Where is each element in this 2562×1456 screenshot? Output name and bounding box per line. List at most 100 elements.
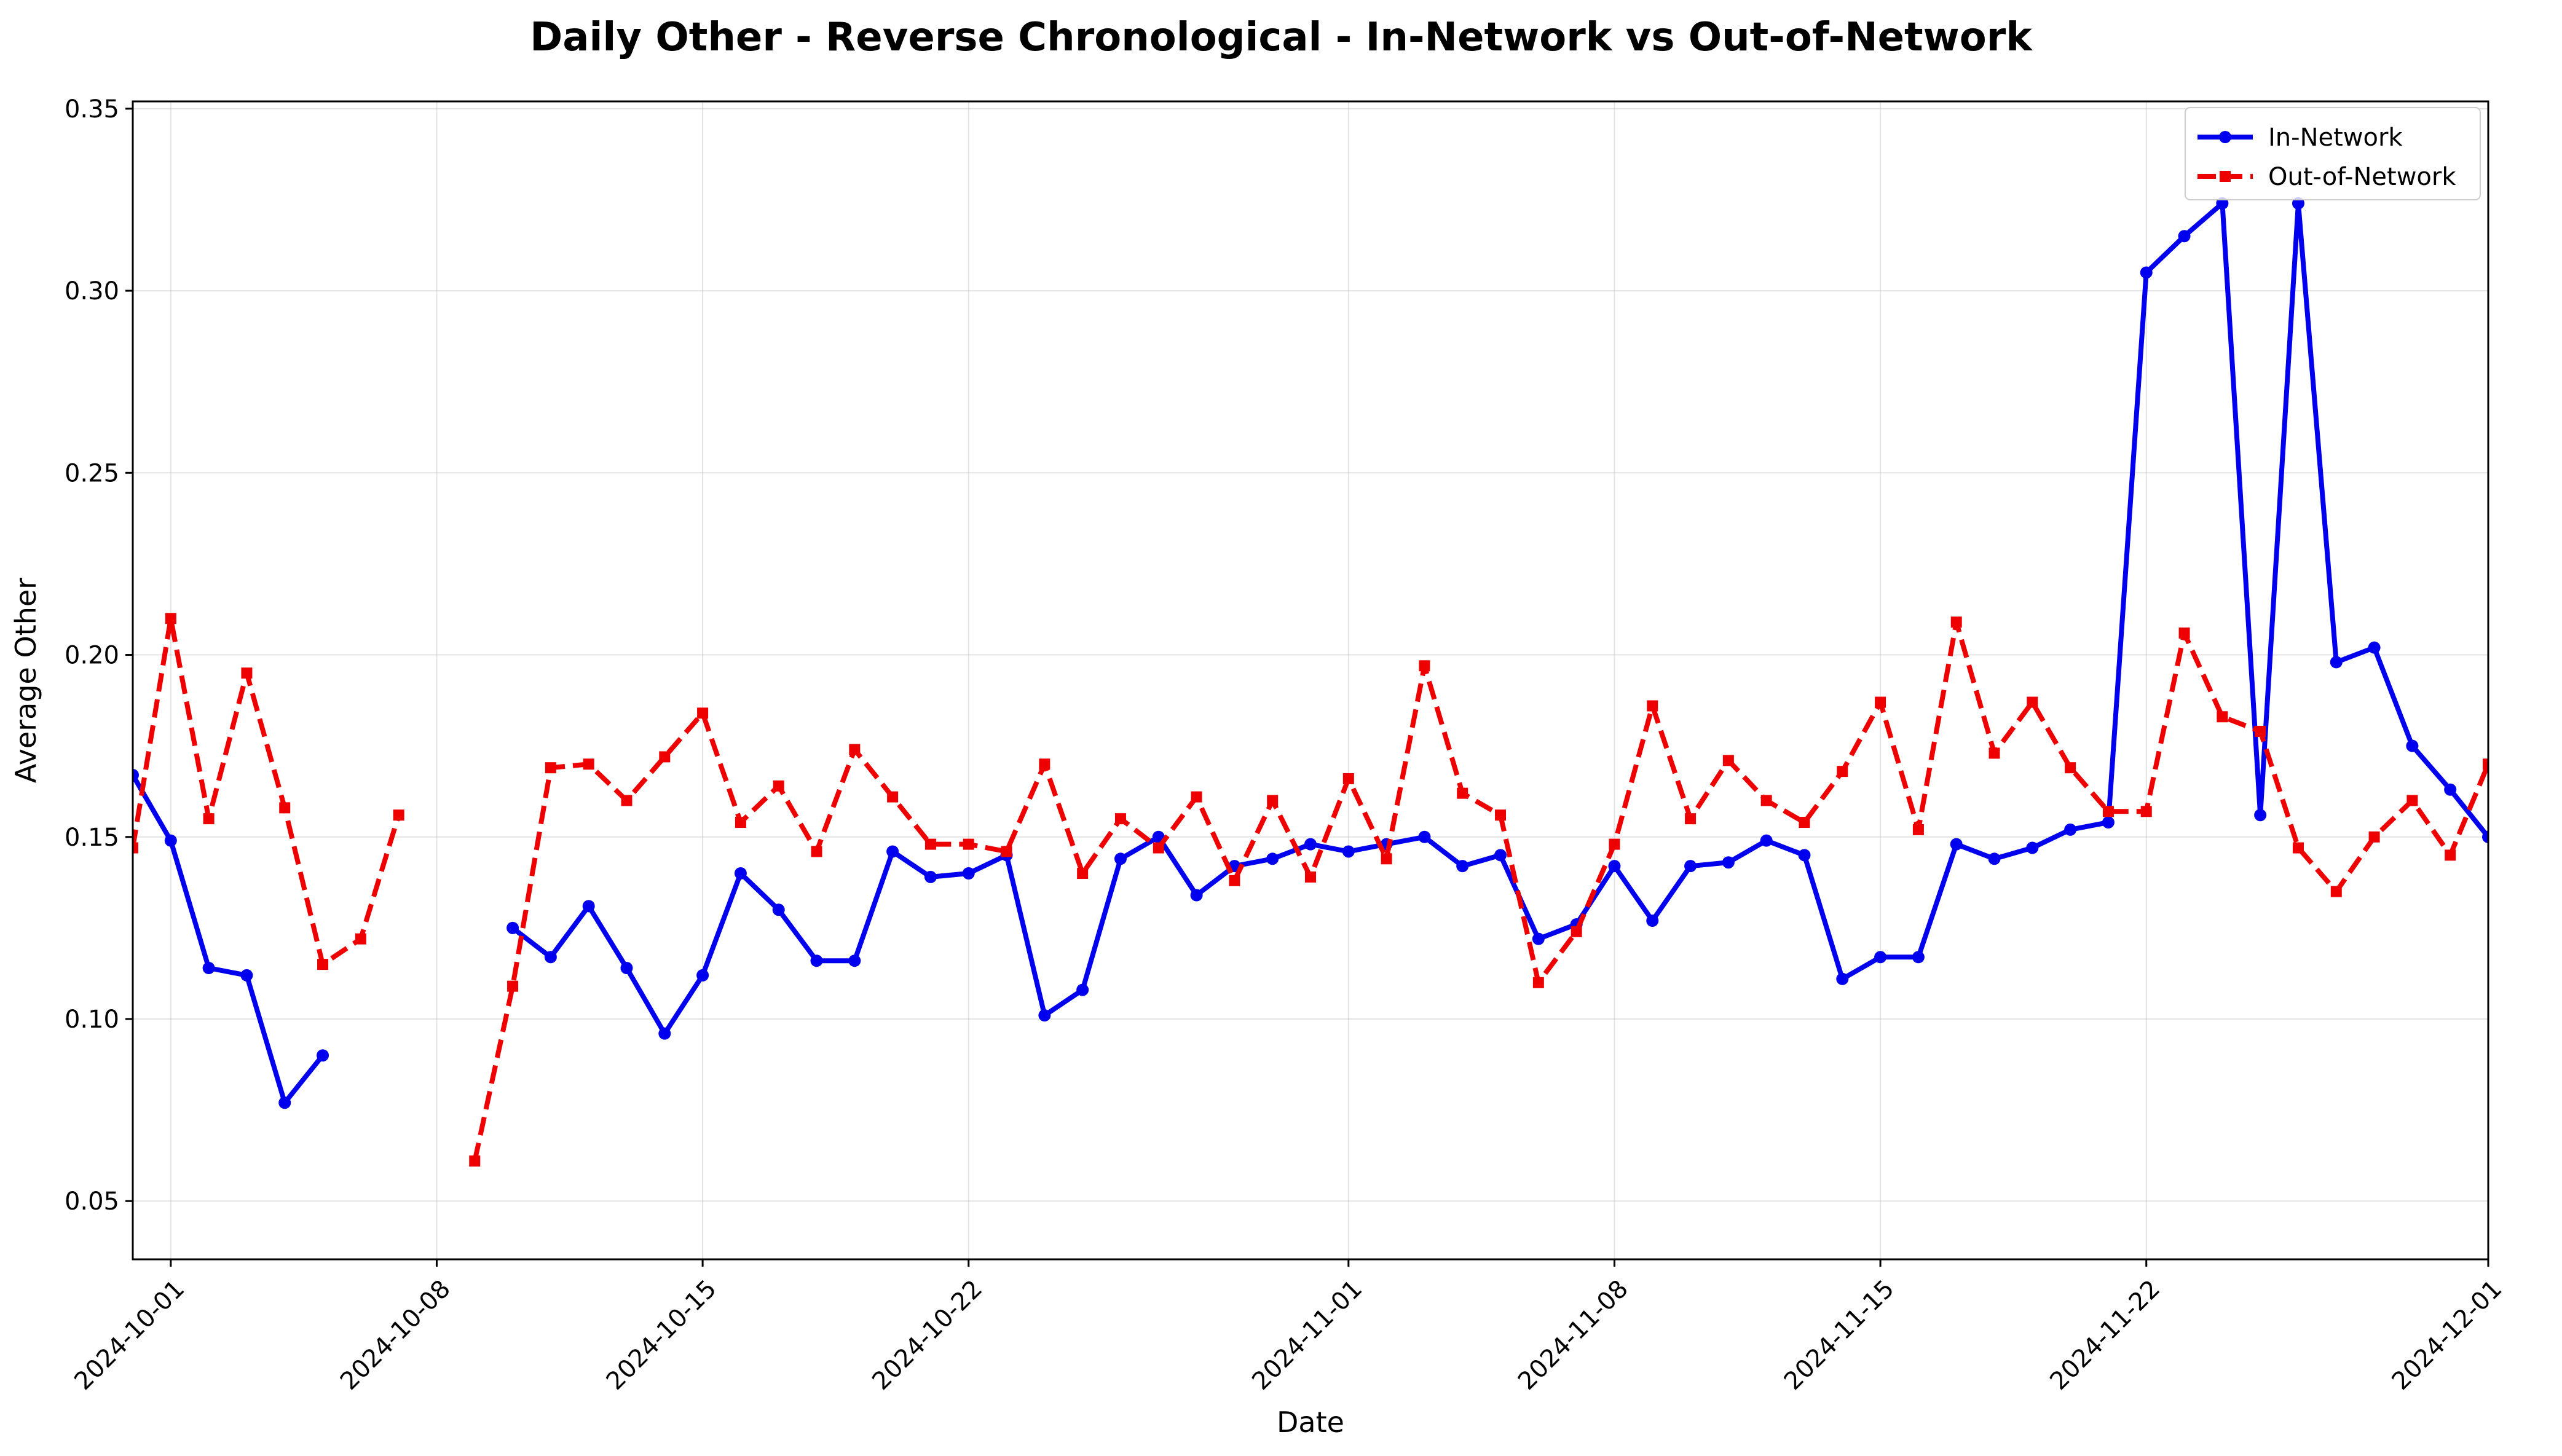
data-point: [2254, 809, 2267, 822]
data-point: [2483, 758, 2488, 770]
data-point: [393, 809, 404, 821]
data-point: [1875, 696, 1886, 708]
data-point: [1684, 860, 1697, 873]
data-point: [1989, 747, 2000, 759]
data-point: [2330, 656, 2343, 669]
data-point: [240, 969, 253, 982]
x-tick-label: 2024-12-01: [2387, 1275, 2508, 1396]
data-point: [1191, 791, 1202, 803]
data-point: [2102, 806, 2114, 817]
data-point: [697, 707, 709, 719]
data-point: [1571, 926, 1582, 937]
data-point: [886, 845, 899, 858]
data-point: [582, 900, 595, 913]
data-point: [1912, 824, 1924, 835]
data-point: [2027, 696, 2038, 708]
data-point: [849, 744, 861, 755]
data-point: [164, 834, 177, 847]
data-point: [735, 817, 746, 828]
y-tick-label: 0.05: [65, 1187, 119, 1216]
y-tick-label: 0.15: [65, 824, 119, 852]
data-point: [659, 751, 671, 763]
data-point: [545, 762, 556, 774]
data-point: [1342, 845, 1355, 858]
data-point: [2140, 266, 2153, 279]
data-point: [133, 769, 139, 782]
data-point: [1950, 838, 1963, 851]
data-point: [734, 867, 747, 880]
data-point: [1381, 853, 1392, 865]
data-point: [2178, 627, 2190, 639]
y-tick-label: 0.25: [65, 459, 119, 487]
data-point: [1077, 868, 1089, 879]
data-point: [2026, 841, 2039, 854]
data-point: [1685, 813, 1697, 825]
x-tick-label: 2024-10-01: [69, 1275, 190, 1396]
data-point: [1760, 834, 1773, 847]
data-point: [1267, 795, 1279, 806]
data-point: [1038, 1009, 1051, 1022]
data-point: [1874, 951, 1887, 964]
data-point: [2065, 762, 2076, 774]
plot-frame: [132, 100, 2489, 1261]
data-point: [1988, 852, 2001, 865]
data-point: [1912, 951, 1925, 964]
data-point: [1114, 852, 1127, 865]
data-point: [1418, 830, 1431, 843]
data-point: [924, 838, 936, 850]
data-point: [1266, 852, 1279, 865]
series-line: [511, 200, 2488, 1036]
legend-marker: [2220, 171, 2231, 182]
series-layer: [133, 197, 2488, 1167]
legend: In-Network Out-of-Network: [2185, 107, 2481, 200]
data-point: [773, 780, 784, 792]
legend-box: [2185, 107, 2481, 200]
data-point: [963, 838, 974, 850]
data-point: [1419, 660, 1430, 672]
data-point: [241, 667, 253, 679]
x-axis-label: Date: [1277, 1406, 1344, 1439]
y-tick-label: 0.20: [65, 642, 119, 670]
x-axis: 2024-10-01 2024-10-08 2024-10-15 2024-10-22…: [69, 1259, 2507, 1396]
data-point: [962, 867, 975, 880]
data-point: [507, 980, 519, 992]
data-point: [1760, 795, 1772, 806]
data-point: [1305, 871, 1316, 883]
data-point: [2178, 230, 2191, 243]
data-point: [1532, 932, 1545, 945]
y-axis: 0.05 0.10 0.15 0.20 0.25 0.30 0.35: [65, 95, 133, 1216]
x-tick-label: 2024-11-22: [2044, 1275, 2166, 1396]
data-point: [1722, 755, 1734, 766]
data-point: [2292, 842, 2304, 854]
data-point: [317, 1049, 329, 1062]
data-point: [2482, 830, 2488, 843]
data-point: [1076, 983, 1089, 996]
data-point: [2102, 816, 2115, 829]
x-tick-label: 2024-10-22: [867, 1275, 988, 1396]
legend-label: Out-of-Network: [2268, 163, 2456, 191]
data-point: [1190, 889, 1203, 902]
data-point: [696, 969, 709, 982]
data-point: [1457, 787, 1468, 799]
y-axis-label: Average Other: [9, 578, 42, 783]
data-point: [1647, 700, 1658, 712]
data-point: [202, 962, 215, 975]
data-point: [2255, 725, 2266, 737]
data-point: [2444, 783, 2457, 796]
data-point: [2368, 641, 2381, 654]
x-tick-label: 2024-11-01: [1247, 1275, 1368, 1396]
data-point: [1837, 766, 1848, 777]
data-point: [544, 951, 557, 964]
legend-label: In-Network: [2268, 124, 2403, 152]
data-point: [583, 758, 594, 770]
data-point: [133, 842, 138, 854]
data-point: [1609, 838, 1620, 850]
x-tick-label: 2024-10-15: [601, 1275, 722, 1396]
series-clip-group: [133, 197, 2488, 1167]
data-point: [1001, 846, 1012, 857]
data-point: [2368, 831, 2380, 843]
data-point: [811, 846, 822, 857]
data-point: [810, 954, 823, 967]
data-point: [279, 802, 291, 814]
data-point: [1646, 915, 1659, 927]
